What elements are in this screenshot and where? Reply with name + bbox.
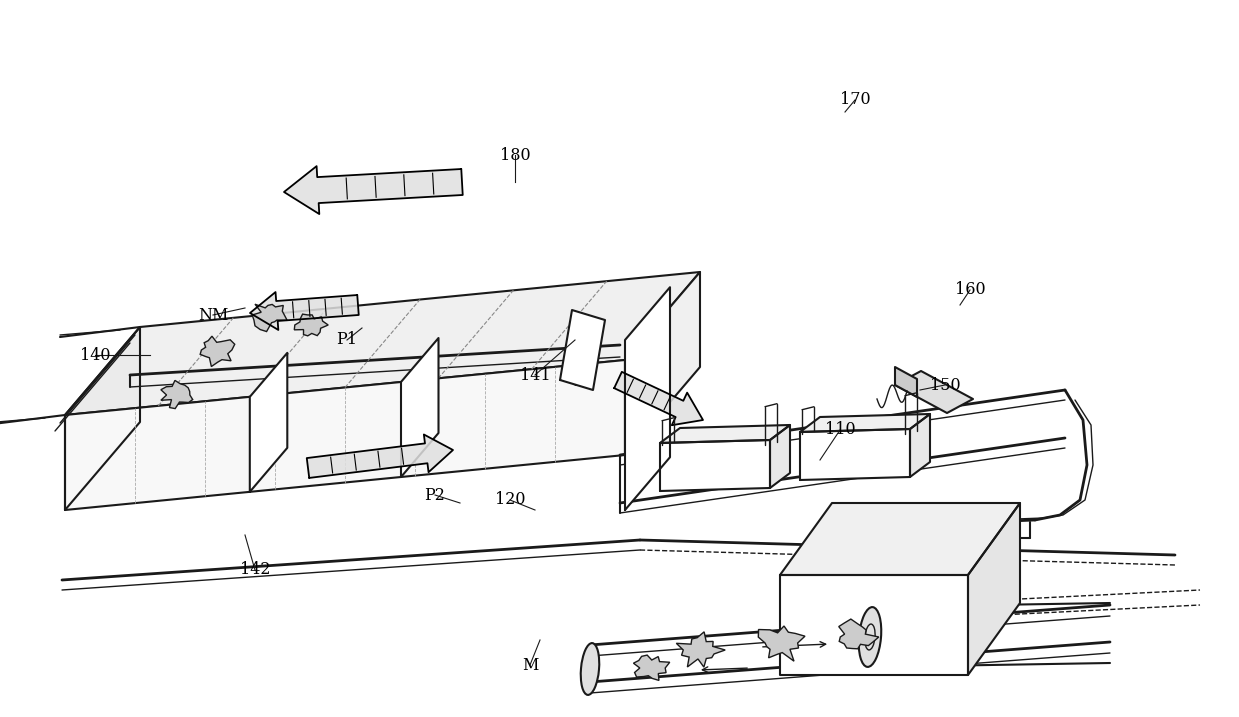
Polygon shape — [660, 440, 769, 491]
Text: 160: 160 — [955, 282, 985, 298]
Polygon shape — [909, 414, 930, 477]
Polygon shape — [250, 292, 359, 330]
Polygon shape — [839, 619, 878, 649]
Polygon shape — [895, 371, 973, 413]
Text: NM: NM — [198, 306, 228, 323]
Text: 141: 141 — [519, 366, 550, 384]
Polygon shape — [660, 425, 790, 443]
Ellipse shape — [859, 607, 881, 667]
Polygon shape — [560, 310, 605, 390]
Polygon shape — [676, 632, 725, 667]
Polygon shape — [781, 575, 968, 675]
Polygon shape — [800, 414, 930, 432]
Polygon shape — [64, 360, 624, 510]
Polygon shape — [769, 425, 790, 488]
Polygon shape — [624, 272, 700, 455]
Text: 180: 180 — [499, 146, 530, 163]
Polygon shape — [895, 367, 917, 397]
Polygon shape — [161, 381, 193, 409]
Text: 120: 120 — [494, 491, 525, 508]
Text: 110: 110 — [825, 422, 855, 439]
Polygon shape — [250, 353, 287, 492]
Polygon shape — [633, 655, 670, 680]
Polygon shape — [615, 372, 703, 425]
Polygon shape — [624, 288, 670, 510]
Text: M: M — [522, 657, 538, 673]
Polygon shape — [295, 314, 328, 336]
Polygon shape — [201, 336, 234, 366]
Polygon shape — [758, 626, 805, 661]
Polygon shape — [64, 272, 700, 415]
Polygon shape — [253, 304, 287, 331]
Text: 150: 150 — [929, 376, 960, 394]
Polygon shape — [781, 503, 1020, 575]
Polygon shape — [800, 429, 909, 480]
Polygon shape — [401, 338, 439, 477]
Polygon shape — [284, 166, 462, 214]
Text: 140: 140 — [79, 346, 110, 364]
Polygon shape — [307, 435, 453, 478]
Text: P2: P2 — [425, 487, 446, 503]
Polygon shape — [64, 327, 140, 510]
Text: 170: 170 — [840, 92, 870, 108]
Text: 142: 142 — [240, 561, 270, 579]
Polygon shape — [968, 503, 1020, 675]
Text: P1: P1 — [337, 331, 358, 348]
Ellipse shape — [581, 643, 600, 695]
